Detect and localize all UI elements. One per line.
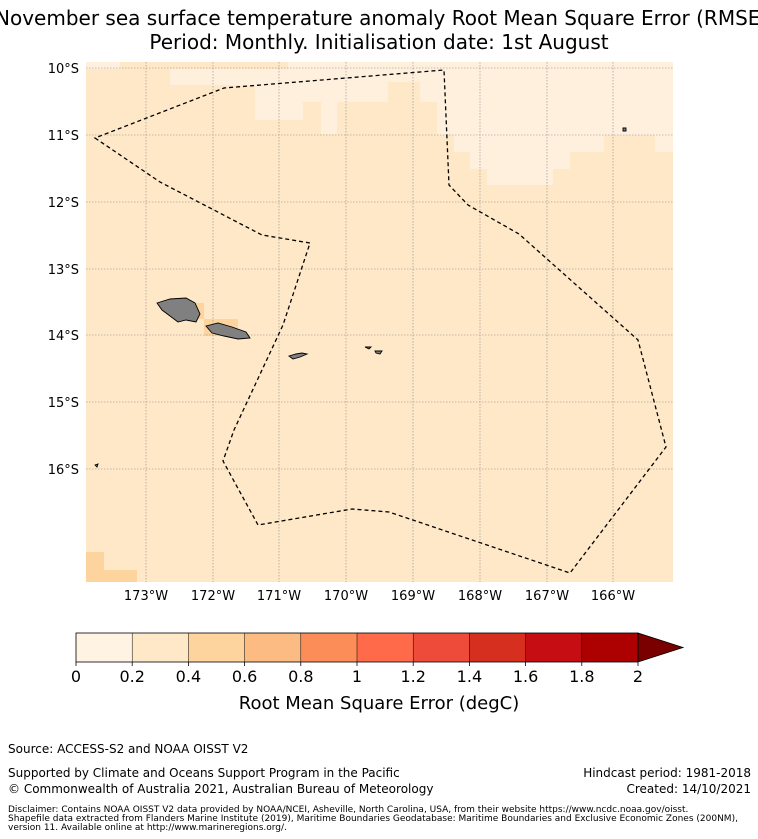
disclaimer-line3: version 11. Available online at http://w…: [8, 823, 287, 833]
colorbar-tick-label: 1.2: [400, 667, 425, 686]
colorbar-cell: [413, 633, 470, 662]
map-title-line1: November sea surface temperature anomaly…: [0, 6, 758, 30]
graticule: [86, 62, 673, 582]
created-date-text: Created: 14/10/2021: [626, 782, 751, 796]
colorbar-tick-label: 1.4: [457, 667, 482, 686]
colorbar-cells: [76, 633, 639, 662]
lat-label: 13°S: [48, 263, 79, 278]
savaii-island: [156, 297, 201, 323]
lon-label: 169°W: [391, 589, 435, 604]
lon-label: 166°W: [591, 589, 635, 604]
lat-label: 10°S: [48, 62, 79, 77]
map-title-line2: Period: Monthly. Initialisation date: 1s…: [149, 30, 609, 54]
islands: [94, 127, 627, 468]
colorbar: 0 0.2 0.4 0.6 0.8 1 1.2 1.4 1.6 1.8 2 Ro…: [71, 632, 685, 714]
disclaimer-line1: Disclaimer: Contains NOAA OISST V2 data …: [8, 805, 689, 815]
map-area: [86, 62, 673, 582]
colorbar-tick-label: 1.8: [569, 667, 594, 686]
colorbar-cell: [300, 633, 358, 662]
copyright-text: © Commonwealth of Australia 2021, Austra…: [8, 782, 434, 796]
colorbar-tick-label: 1: [352, 667, 362, 686]
colorbar-tick-label: 0.2: [119, 667, 144, 686]
lat-label: 15°S: [48, 396, 79, 411]
lon-label: 168°W: [458, 589, 502, 604]
eez-boundary: [93, 69, 667, 574]
colorbar-cell: [76, 633, 133, 662]
tutuila-island: [288, 352, 309, 360]
ofu-island: [364, 346, 373, 350]
source-text: Source: ACCESS-S2 and NOAA OISST V2: [8, 742, 249, 756]
lat-label: 11°S: [48, 129, 79, 144]
colorbar-label: Root Mean Square Error (degC): [239, 693, 520, 714]
lon-label: 170°W: [324, 589, 368, 604]
colorbar-tick-label: 1.6: [513, 667, 538, 686]
colorbar-tick-label: 0.8: [288, 667, 313, 686]
longitude-labels: 173°W 172°W 171°W 170°W 169°W 168°W 167°…: [124, 589, 635, 604]
lat-label: 12°S: [48, 196, 79, 211]
colorbar-tick-label: 0.6: [232, 667, 257, 686]
lon-label: 167°W: [525, 589, 569, 604]
colorbar-cell: [244, 633, 302, 662]
latitude-labels: 10°S 11°S 12°S 13°S 14°S 15°S 16°S: [48, 62, 79, 478]
colorbar-ticks: [75, 662, 639, 666]
upolu-island: [205, 322, 251, 340]
colorbar-tick-label: 2: [633, 667, 643, 686]
colorbar-extend-arrow: [637, 632, 685, 663]
colorbar-tick-labels: 0 0.2 0.4 0.6 0.8 1 1.2 1.4 1.6 1.8 2: [71, 667, 643, 686]
lat-label: 16°S: [48, 463, 79, 478]
rose-atoll: [94, 463, 99, 468]
lon-label: 172°W: [191, 589, 235, 604]
manua-island: [374, 350, 383, 355]
support-text: Supported by Climate and Oceans Support …: [8, 766, 400, 780]
lon-label: 171°W: [257, 589, 301, 604]
disclaimer-line2: Shapefile data extracted from Flanders M…: [8, 814, 738, 824]
colorbar-cell: [357, 633, 414, 662]
hindcast-period-text: Hindcast period: 1981-2018: [583, 766, 751, 780]
lon-label: 173°W: [124, 589, 168, 604]
colorbar-cell: [469, 633, 526, 662]
colorbar-cell: [525, 633, 583, 662]
colorbar-cell: [581, 633, 639, 662]
colorbar-cell: [188, 633, 245, 662]
colorbar-tick-label: 0.4: [176, 667, 201, 686]
swains-island: [622, 127, 627, 132]
colorbar-cell: [132, 633, 189, 662]
lat-label: 14°S: [48, 329, 79, 344]
colorbar-tick-label: 0: [71, 667, 81, 686]
